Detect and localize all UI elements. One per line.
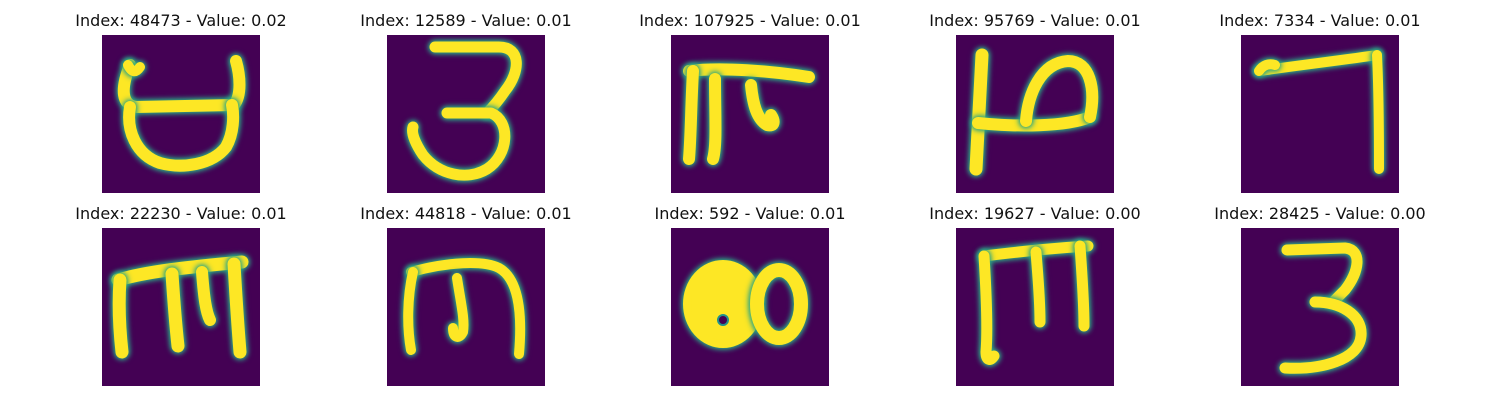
glyph-image [387,35,545,193]
glyph-image [671,228,829,386]
panel-2: Index: 12589 - Value: 0.01 [336,11,596,201]
panel-3: Index: 107925 - Value: 0.01 [620,11,880,201]
panel-10: Index: 28425 - Value: 0.00 [1190,204,1450,394]
glyph-image [102,35,260,193]
panel-title: Index: 28425 - Value: 0.00 [1214,204,1426,223]
glyph-image [956,228,1114,386]
panel-title: Index: 44818 - Value: 0.01 [360,204,572,223]
panel-title: Index: 19627 - Value: 0.00 [929,204,1141,223]
panel-7: Index: 44818 - Value: 0.01 [336,204,596,394]
panel-title: Index: 592 - Value: 0.01 [654,204,846,223]
panel-title: Index: 48473 - Value: 0.02 [75,11,287,30]
panel-title: Index: 12589 - Value: 0.01 [360,11,572,30]
panel-title: Index: 7334 - Value: 0.01 [1219,11,1421,30]
panel-6: Index: 22230 - Value: 0.01 [51,204,311,394]
glyph-image [102,228,260,386]
panel-8: Index: 592 - Value: 0.01 [620,204,880,394]
panel-title: Index: 107925 - Value: 0.01 [639,11,861,30]
panel-title: Index: 95769 - Value: 0.01 [929,11,1141,30]
panel-5: Index: 7334 - Value: 0.01 [1190,11,1450,201]
glyph-image [1241,35,1399,193]
panel-1: Index: 48473 - Value: 0.02 [51,11,311,201]
panel-title: Index: 22230 - Value: 0.01 [75,204,287,223]
panel-4: Index: 95769 - Value: 0.01 [905,11,1165,201]
glyph-image [1241,228,1399,386]
panel-9: Index: 19627 - Value: 0.00 [905,204,1165,394]
glyph-image [671,35,829,193]
glyph-image [956,35,1114,193]
glyph-image [387,228,545,386]
